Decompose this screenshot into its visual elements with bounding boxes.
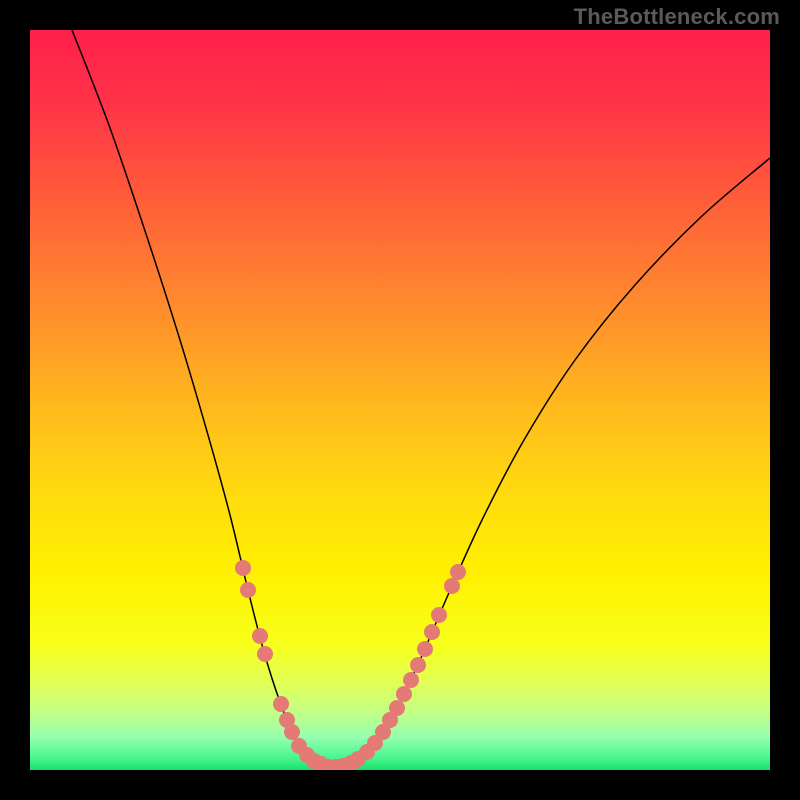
- marker-point: [235, 560, 251, 576]
- marker-point: [417, 641, 433, 657]
- marker-point: [240, 582, 256, 598]
- marker-point: [410, 657, 426, 673]
- marker-point: [444, 578, 460, 594]
- marker-point: [450, 564, 466, 580]
- marker-point: [424, 624, 440, 640]
- marker-point: [257, 646, 273, 662]
- marker-point: [431, 607, 447, 623]
- marker-point: [284, 724, 300, 740]
- marker-point: [389, 700, 405, 716]
- gradient-background: [30, 30, 770, 770]
- plot-svg: [30, 30, 770, 770]
- chart-frame: TheBottleneck.com: [0, 0, 800, 800]
- watermark-text: TheBottleneck.com: [574, 4, 780, 30]
- plot-area: [30, 30, 770, 770]
- marker-point: [252, 628, 268, 644]
- marker-point: [396, 686, 412, 702]
- marker-point: [403, 672, 419, 688]
- marker-point: [273, 696, 289, 712]
